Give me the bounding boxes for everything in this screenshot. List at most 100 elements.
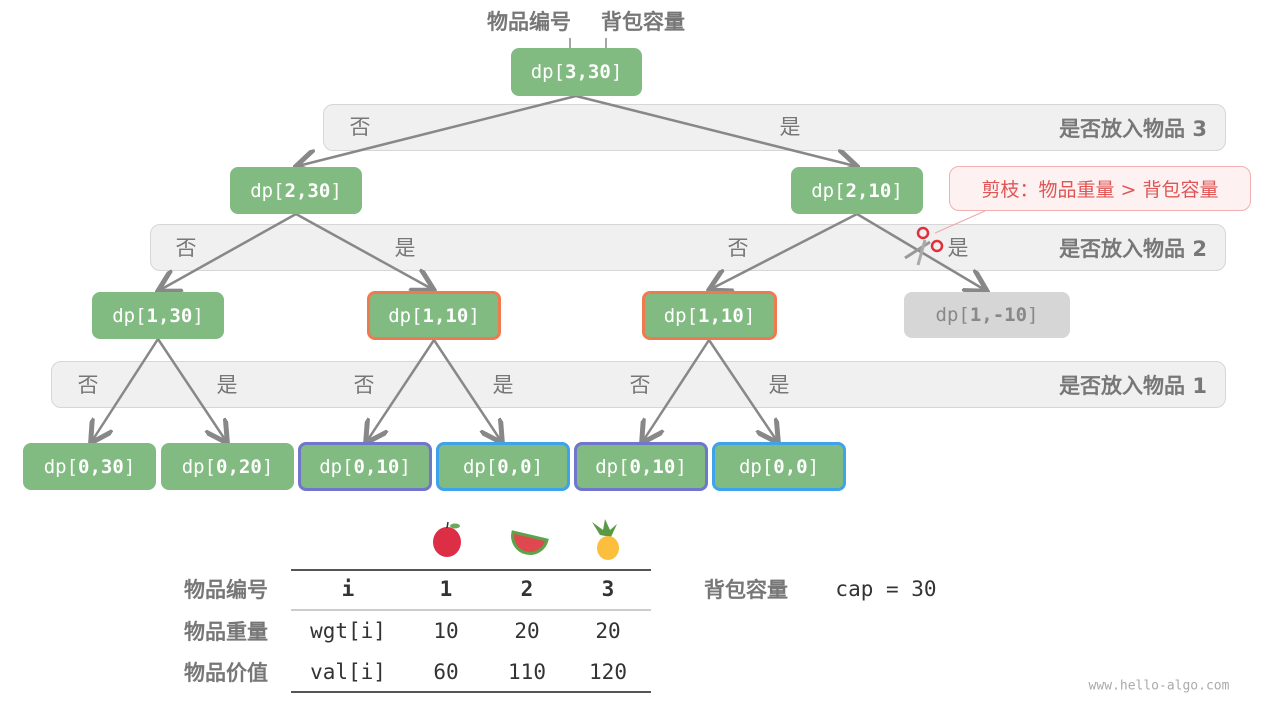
node-suffix: ] xyxy=(261,455,274,478)
node-suffix: ] xyxy=(330,179,342,202)
prune-callout: 剪枝：物品重量 > 背包容量 xyxy=(949,166,1251,211)
dp-node-overlap: dp[0,10] xyxy=(574,442,708,491)
node-suffix: ] xyxy=(531,455,544,478)
node-args: 2,30 xyxy=(284,179,331,202)
edge xyxy=(711,212,858,289)
dp-node-overlap: dp[1,10] xyxy=(642,291,777,340)
table-cell: 60 xyxy=(433,660,459,684)
node-prefix: dp[ xyxy=(112,304,147,327)
table-rule xyxy=(291,609,651,611)
dp-node-overlap: dp[0,0] xyxy=(712,442,846,491)
node-prefix: dp[ xyxy=(250,179,285,202)
edge xyxy=(92,338,160,441)
node-suffix: ] xyxy=(192,304,204,327)
node-prefix: dp[ xyxy=(462,455,498,478)
node-args: 0,0 xyxy=(497,455,532,478)
node-suffix: ] xyxy=(891,179,903,202)
choice-yes: 是 xyxy=(779,115,801,139)
node-args: 0,10 xyxy=(629,455,676,478)
edge xyxy=(367,339,436,441)
apple-icon xyxy=(433,521,461,557)
decision-band-item-1: 是否放入物品 1 xyxy=(51,361,1226,408)
row-label: 物品价值 xyxy=(184,661,268,685)
band-title: 是否放入物品 2 xyxy=(1059,236,1207,261)
table-cell: 20 xyxy=(514,619,540,643)
node-suffix: ] xyxy=(1027,304,1039,326)
row-label: 物品编号 xyxy=(184,578,268,602)
callout-pointer xyxy=(934,210,986,234)
dp-node-overlap: dp[1,10] xyxy=(367,291,501,340)
choice-yes: 是 xyxy=(492,373,514,397)
table-rule xyxy=(291,691,651,693)
node-prefix: dp[ xyxy=(43,455,79,478)
node-args: 0,30 xyxy=(78,455,124,478)
capacity-value: cap = 30 xyxy=(835,577,937,601)
choice-no: 否 xyxy=(77,373,99,397)
table-cell: wgt[i] xyxy=(310,619,386,643)
capacity-label: 背包容量 xyxy=(601,10,685,34)
decision-band-item-3: 是否放入物品 3 xyxy=(323,104,1226,151)
table-cell: 2 xyxy=(520,577,534,601)
dp-node: dp[0,30] xyxy=(23,443,156,490)
edge xyxy=(160,212,297,290)
table-cell: 10 xyxy=(433,619,459,643)
node-args: 1,10 xyxy=(422,304,469,327)
edge xyxy=(156,338,226,441)
node-prefix: dp[ xyxy=(319,455,354,478)
choice-yes: 是 xyxy=(947,236,969,260)
table-cell: 20 xyxy=(595,619,621,643)
capacity-title: 背包容量 xyxy=(704,578,788,602)
node-args: 3,30 xyxy=(565,61,611,83)
pineapple-icon xyxy=(592,519,619,560)
node-args: 0,10 xyxy=(353,455,400,478)
node-prefix: dp[ xyxy=(935,304,970,326)
row-label: 物品重量 xyxy=(184,620,268,644)
table-cell: 3 xyxy=(601,577,615,601)
node-suffix: ] xyxy=(807,455,820,478)
node-prefix: dp[ xyxy=(595,455,630,478)
dp-node-overlap: dp[0,0] xyxy=(436,442,570,491)
node-prefix: dp[ xyxy=(181,455,217,478)
dp-node-pruned: dp[1,-10] xyxy=(904,292,1070,338)
node-prefix: dp[ xyxy=(738,455,774,478)
choice-yes: 是 xyxy=(768,373,790,397)
edge xyxy=(295,212,432,289)
edge xyxy=(707,339,777,441)
node-args: 1,30 xyxy=(146,304,193,327)
table-cell: 110 xyxy=(508,660,546,684)
node-suffix: ] xyxy=(610,61,623,83)
dp-node: dp[1,30] xyxy=(92,292,224,339)
edge xyxy=(643,339,711,441)
table-cell: i xyxy=(341,577,355,601)
choice-no: 否 xyxy=(175,236,197,260)
band-title: 是否放入物品 1 xyxy=(1059,373,1207,398)
dp-node-overlap: dp[0,10] xyxy=(298,442,432,491)
watermark: www.hello-algo.com xyxy=(1088,678,1230,694)
choice-no: 否 xyxy=(727,236,749,260)
node-args: 1,-10 xyxy=(969,304,1028,326)
table-cell: 1 xyxy=(439,577,453,601)
node-suffix: ] xyxy=(123,455,136,478)
node-prefix: dp[ xyxy=(530,61,566,83)
node-args: 0,20 xyxy=(216,455,262,478)
choice-no: 否 xyxy=(629,373,651,397)
choice-yes: 是 xyxy=(394,236,416,260)
choice-no: 否 xyxy=(353,373,375,397)
table-rule xyxy=(291,569,651,571)
choice-no: 否 xyxy=(349,115,371,139)
node-args: 2,10 xyxy=(845,179,892,202)
table-cell: 120 xyxy=(589,660,627,684)
node-args: 1,10 xyxy=(698,304,744,327)
band-title: 是否放入物品 3 xyxy=(1059,116,1207,141)
watermelon-icon xyxy=(511,530,549,555)
node-prefix: dp[ xyxy=(388,304,423,327)
dp-node: dp[2,30] xyxy=(230,167,362,214)
table-cell: val[i] xyxy=(310,660,386,684)
dp-node: dp[3,30] xyxy=(511,48,642,96)
node-args: 0,0 xyxy=(773,455,808,478)
item-index-label: 物品编号 xyxy=(487,10,571,34)
node-suffix: ] xyxy=(468,304,480,327)
node-prefix: dp[ xyxy=(811,179,846,202)
scissors-icon xyxy=(904,226,944,266)
